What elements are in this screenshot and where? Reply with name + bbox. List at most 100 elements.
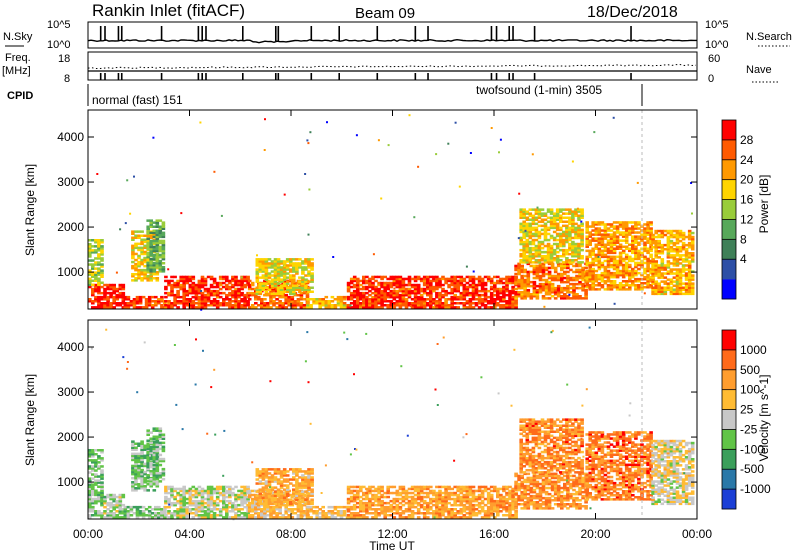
heatmap-cell (349, 499, 354, 503)
heatmap-cell (326, 121, 328, 124)
heatmap-cell (398, 514, 403, 517)
heatmap-cell (154, 512, 158, 515)
heatmap-cell (441, 293, 445, 297)
heatmap-cell (281, 295, 285, 299)
heatmap-cell (456, 287, 460, 291)
heatmap-cell (273, 270, 278, 273)
heatmap-cell (154, 508, 158, 511)
heatmap-cell (188, 304, 193, 307)
heatmap-cell (525, 226, 530, 230)
heatmap-cell (459, 489, 464, 493)
heatmap-cell (681, 258, 686, 261)
heatmap-cell (134, 234, 138, 237)
heatmap-cell (147, 304, 152, 307)
heatmap-cell (141, 512, 146, 515)
heatmap-cell (392, 293, 397, 297)
heatmap-cell (559, 220, 563, 223)
heatmap-cell (383, 298, 387, 301)
heatmap-cell (222, 495, 226, 499)
station-title: Rankin Inlet (fitACF) (92, 1, 245, 20)
heatmap-cell (624, 237, 629, 240)
heatmap-cell (663, 233, 668, 237)
heatmap-cell (260, 508, 264, 511)
heatmap-cell (240, 501, 244, 505)
heatmap-cell (215, 281, 220, 285)
heatmap-cell (660, 243, 665, 247)
heatmap-cell (380, 501, 384, 505)
heatmap-cell (560, 276, 564, 280)
heatmap-cell (489, 279, 494, 283)
colorbar-swatch (722, 159, 736, 180)
heatmap-cell (279, 260, 284, 263)
heatmap-cell (247, 489, 252, 493)
heatmap-cell (292, 266, 296, 269)
heatmap-cell (304, 258, 308, 261)
heatmap-cell (359, 293, 363, 297)
heatmap-cell (544, 291, 549, 294)
heatmap-cell (525, 257, 530, 260)
heatmap-cell (657, 288, 661, 291)
heatmap-cell (555, 255, 560, 258)
heatmap-cell (88, 510, 92, 513)
heatmap-cell (260, 503, 264, 507)
heatmap-cell (330, 516, 335, 519)
heatmap-cell (580, 214, 584, 217)
heatmap-cell (441, 302, 445, 305)
heatmap-cell (309, 306, 313, 309)
heatmap-cell (468, 493, 473, 497)
heatmap-cell (91, 271, 95, 274)
heatmap-cell (444, 508, 448, 511)
heatmap-cell (690, 237, 695, 241)
heatmap-cell (292, 290, 296, 293)
heatmap-cell (606, 249, 611, 253)
heatmap-cell (646, 223, 650, 226)
heatmap-cell (684, 248, 689, 251)
heatmap-cell (154, 302, 158, 305)
heatmap-cell (359, 489, 363, 493)
heatmap-cell (643, 231, 647, 234)
heatmap-cell (517, 272, 521, 276)
heatmap-cell (386, 485, 390, 489)
heatmap-cell (426, 293, 430, 297)
heatmap-cell (520, 284, 524, 288)
heatmap-cell (346, 505, 351, 509)
heatmap-cell (365, 275, 369, 279)
heatmap-cell (106, 512, 110, 515)
heatmap-cell (447, 501, 451, 505)
heatmap-cell (383, 283, 387, 287)
heatmap-cell (389, 510, 394, 513)
heatmap-cell (628, 255, 632, 259)
heatmap-cell (546, 252, 551, 256)
heatmap-cell (669, 270, 674, 273)
heatmap-cell (549, 261, 554, 264)
heatmap-cell (588, 235, 592, 238)
heatmap-cell (349, 306, 354, 309)
heatmap-cell (540, 250, 545, 254)
heatmap-cell (540, 224, 545, 228)
heatmap-cell (666, 282, 671, 285)
heatmap-cell (631, 241, 635, 244)
heatmap-cell (621, 286, 626, 289)
heatmap-cell (97, 279, 101, 282)
heatmap-cell (669, 278, 674, 281)
heatmap-cell (398, 505, 403, 509)
heatmap-cell (197, 505, 202, 509)
heatmap-cell (585, 245, 589, 248)
heatmap-cell (480, 281, 485, 285)
heatmap-cell (100, 501, 104, 505)
heatmap-cell (307, 274, 311, 277)
heatmap-cell (152, 245, 157, 249)
heatmap-cell (609, 239, 614, 242)
heatmap-cell (528, 250, 533, 254)
heatmap-cell (395, 295, 400, 299)
heatmap-cell (377, 302, 381, 305)
heatmap-cell (528, 234, 533, 238)
heatmap-cell (152, 255, 157, 259)
heatmap-cell (182, 495, 186, 499)
heatmap-cell (684, 256, 689, 259)
heatmap-cell (574, 250, 578, 254)
heatmap-cell (517, 280, 521, 284)
heatmap-cell (191, 489, 196, 493)
heatmap-cell (346, 499, 351, 503)
